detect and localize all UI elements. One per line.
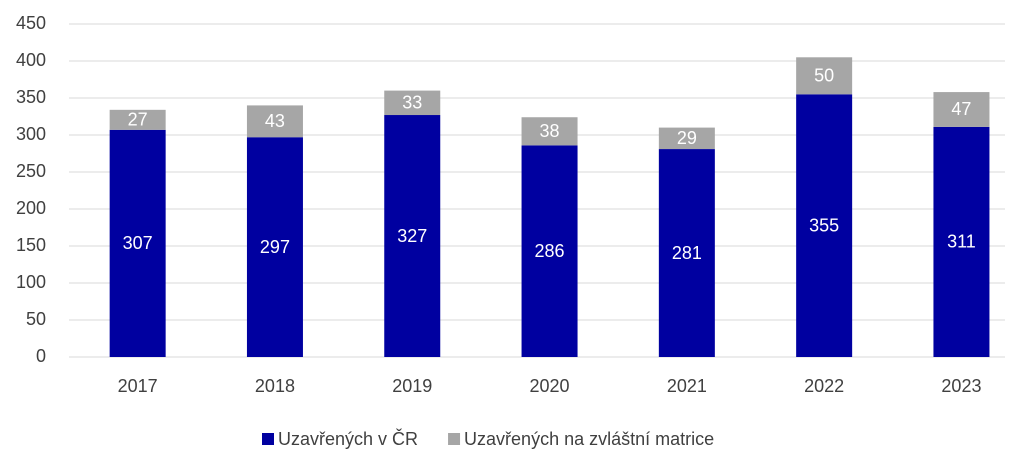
data-label: 38 [540,121,560,141]
data-label: 307 [123,233,153,253]
data-label: 327 [397,226,427,246]
data-label: 50 [814,66,834,86]
y-tick-label: 300 [16,124,46,144]
data-label: 43 [265,111,285,131]
x-tick-label: 2017 [118,376,158,396]
bar-segment [246,105,303,138]
bar-segment [109,109,166,130]
x-tick-label: 2023 [941,376,981,396]
x-tick-label: 2018 [255,376,295,396]
legend-label: Uzavřených na zvláštní matrice [464,429,714,449]
y-tick-label: 400 [16,50,46,70]
bar-segment [933,92,990,127]
bar-segment [521,145,578,357]
bar-segment [796,94,853,358]
data-label: 33 [402,93,422,113]
data-label: 29 [677,128,697,148]
bar-segment [658,149,715,357]
bar-segment [384,90,441,116]
data-label: 47 [951,99,971,119]
legend-label: Uzavřených v ČR [278,428,418,449]
bar-segment [933,126,990,357]
bar-segment [384,115,441,358]
bar-segment [246,137,303,357]
y-tick-label: 150 [16,235,46,255]
y-tick-label: 50 [26,309,46,329]
bar-segment [658,127,715,150]
data-label: 311 [947,232,976,252]
x-tick-label: 2020 [530,376,570,396]
y-tick-label: 200 [16,198,46,218]
data-label: 286 [535,241,565,261]
y-tick-label: 250 [16,161,46,181]
bar-segment [109,129,166,357]
y-tick-label: 450 [16,13,46,33]
bar-segment [796,57,853,95]
x-tick-label: 2022 [804,376,844,396]
y-tick-label: 100 [16,272,46,292]
data-label: 281 [672,243,702,263]
data-label: 355 [809,215,839,235]
data-label: 297 [260,237,290,257]
legend-swatch [262,433,274,445]
legend-swatch [448,433,461,445]
y-tick-label: 350 [16,87,46,107]
x-tick-label: 2019 [392,376,432,396]
bar-segment [521,117,578,146]
data-label: 27 [128,110,148,130]
x-tick-label: 2021 [667,376,707,396]
y-tick-label: 0 [36,346,46,366]
